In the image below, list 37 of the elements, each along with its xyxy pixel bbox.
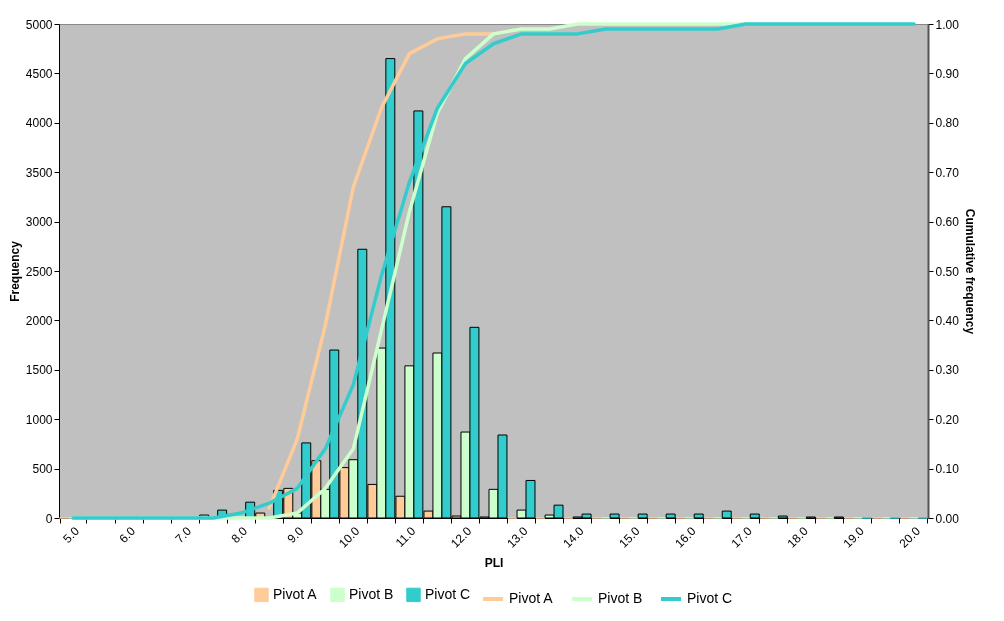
legend-label: Pivot B	[598, 590, 643, 606]
legend-label: Pivot B	[349, 585, 394, 602]
x-axis-title: PLI	[484, 555, 504, 570]
y-tick-label: 1000	[25, 412, 53, 427]
y-tick-label: 5000	[25, 17, 53, 32]
y-tick-label: 500	[32, 462, 53, 477]
y2-tick-label: 0.40	[935, 313, 960, 328]
legend-label: Pivot C	[687, 590, 733, 606]
x-tick-label: 7.0	[172, 523, 195, 546]
x-tick-label: 5.0	[60, 523, 83, 546]
x-tick-label: 11.0	[392, 523, 419, 550]
y2-tick-label: 0.20	[935, 412, 960, 427]
y2-tick-label: 0.30	[935, 363, 960, 378]
x-tick-label: 9.0	[284, 523, 307, 546]
x-tick-label: 6.0	[116, 523, 139, 546]
y2-tick-label: 0.70	[935, 165, 960, 180]
legend-label: Pivot C	[425, 585, 471, 602]
y2-tick-label: 0.80	[935, 116, 960, 131]
y-tick-label: 4500	[25, 66, 53, 81]
y-axis-title: Frequency	[7, 240, 22, 302]
x-tick-label: 8.0	[228, 523, 251, 546]
y-tick-label: 0	[45, 511, 53, 526]
y-tick-label: 2500	[25, 264, 53, 279]
y-tick-label: 3000	[25, 215, 53, 230]
y-tick-label: 3500	[25, 165, 53, 180]
y2-tick-label: 0.00	[935, 511, 960, 526]
y-tick-label: 2000	[25, 313, 53, 328]
legend-label: Pivot A	[509, 590, 554, 606]
y2-tick-label: 0.60	[935, 215, 960, 230]
y2-tick-label: 0.50	[935, 264, 960, 279]
legend-label: Pivot A	[273, 585, 318, 602]
y-tick-label: 4000	[25, 116, 53, 131]
y2-tick-label: 0.10	[935, 462, 960, 477]
y2-tick-label: 1.00	[935, 17, 960, 32]
y2-axis-title: Cumulative frequency	[962, 208, 977, 335]
y-tick-label: 1500	[25, 363, 53, 378]
y2-tick-label: 0.90	[935, 66, 960, 81]
